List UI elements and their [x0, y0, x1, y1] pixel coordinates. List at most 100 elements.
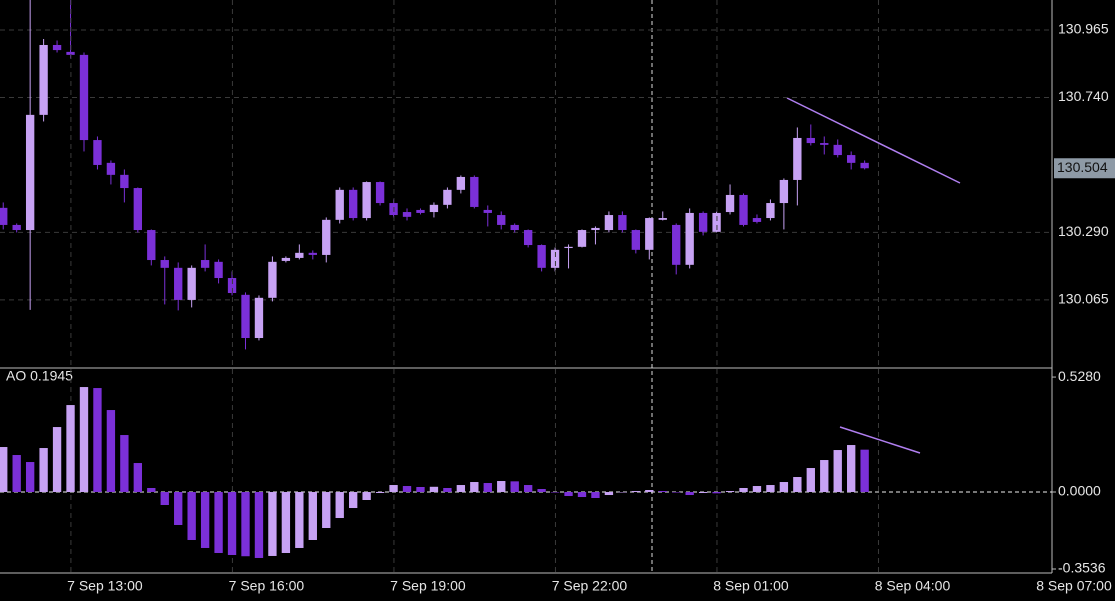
- candle-body: [12, 224, 21, 231]
- candle-body: [25, 114, 35, 231]
- candle-body: [698, 212, 708, 232]
- candle-body: [725, 194, 735, 213]
- candle-body: [187, 267, 196, 300]
- ao-bar: [631, 491, 641, 493]
- candle-body: [120, 174, 129, 189]
- candle-body: [470, 176, 479, 207]
- ao-bar: [698, 492, 708, 494]
- candle-body: [227, 278, 237, 294]
- y-tick-label: 130.290: [1058, 223, 1109, 239]
- ao-bar: [725, 491, 735, 493]
- ao-bar: [335, 492, 344, 519]
- candle-body: [335, 189, 344, 220]
- ao-bar: [618, 492, 627, 493]
- indicator-title: AO 0.1945: [6, 368, 73, 384]
- ao-bar: [79, 387, 89, 493]
- ao-bar: [766, 485, 775, 493]
- candle-body: [429, 204, 439, 213]
- candle-body: [147, 230, 156, 261]
- candle-body: [550, 249, 560, 268]
- ao-bar: [550, 492, 560, 493]
- candle-body: [618, 215, 627, 231]
- ao-bar: [375, 492, 385, 494]
- ao-bar: [523, 485, 533, 493]
- ao-bar: [860, 449, 869, 493]
- candle-body: [577, 230, 587, 247]
- trend-line: [839, 426, 921, 454]
- ao-bar: [645, 490, 654, 493]
- x-tick-label: 8 Sep 01:00: [713, 578, 789, 594]
- candle-body: [604, 215, 614, 231]
- ao-bar: [833, 450, 842, 493]
- ao-bar: [577, 492, 587, 498]
- x-tick-label: 7 Sep 19:00: [390, 578, 466, 594]
- candle-body: [66, 51, 75, 55]
- ao-bar: [295, 492, 304, 548]
- ao-bar: [12, 455, 21, 493]
- ao-bar: [402, 486, 412, 493]
- candle-body: [645, 218, 654, 250]
- candle-body: [443, 189, 452, 205]
- ao-bar: [160, 492, 169, 506]
- candle-body: [281, 257, 291, 261]
- ao-bar: [739, 488, 748, 493]
- candle-body: [685, 212, 694, 265]
- ao-bar: [443, 488, 452, 493]
- candle-body: [537, 245, 546, 268]
- ao-bar: [322, 492, 331, 528]
- ao-bar: [456, 485, 466, 493]
- x-tick-label: 7 Sep 22:00: [552, 578, 628, 594]
- ao-bar: [793, 477, 802, 493]
- ao-bar: [510, 481, 519, 493]
- candle-body: [241, 294, 250, 339]
- candle-body: [806, 137, 815, 144]
- ao-bar: [349, 492, 358, 509]
- candle-body: [322, 219, 331, 255]
- ao-bar: [429, 486, 439, 493]
- candle-body: [93, 140, 102, 165]
- candle-body: [375, 182, 385, 204]
- ao-bar: [362, 492, 371, 500]
- ao-bar: [820, 460, 829, 493]
- candle-body: [766, 203, 775, 219]
- candle-body: [52, 44, 62, 51]
- candle-body: [133, 188, 142, 231]
- ao-bar: [187, 492, 196, 540]
- candle-body: [564, 246, 573, 249]
- candle-body: [254, 297, 264, 339]
- ao-bar: [564, 492, 573, 497]
- last-price-box: [1054, 158, 1115, 179]
- candle-body: [79, 54, 89, 141]
- candle-body: [214, 261, 223, 279]
- ao-bar: [470, 482, 479, 493]
- trend-line: [786, 97, 961, 184]
- candle-body: [631, 230, 641, 250]
- ao-bar: [133, 463, 142, 493]
- y-tick-label: 130.965: [1058, 21, 1109, 37]
- candle-body: [39, 44, 48, 115]
- candle-body: [591, 227, 600, 231]
- ao-bar: [66, 405, 75, 493]
- ao-bar: [537, 489, 546, 493]
- candle-body: [672, 224, 681, 265]
- candle-body: [833, 144, 842, 156]
- ao-bar: [712, 492, 721, 494]
- candle-body: [712, 212, 721, 232]
- candle-body: [268, 261, 277, 298]
- ao-bar: [25, 462, 35, 493]
- ao-bar: [658, 491, 667, 493]
- ao-bar: [752, 486, 762, 493]
- ao-bar: [591, 492, 600, 498]
- x-tick-label: 7 Sep 13:00: [67, 578, 143, 594]
- candle-body: [483, 209, 492, 213]
- x-tick-label: 8 Sep 04:00: [875, 578, 951, 594]
- ao-bar: [779, 482, 789, 493]
- ao-bar: [200, 492, 210, 548]
- candle-body: [402, 212, 412, 217]
- ao-bar: [93, 388, 102, 493]
- ao-bar: [806, 468, 815, 493]
- y-tick-label: 130.065: [1058, 291, 1109, 307]
- ao-bar: [174, 492, 183, 525]
- candle-body: [779, 179, 789, 204]
